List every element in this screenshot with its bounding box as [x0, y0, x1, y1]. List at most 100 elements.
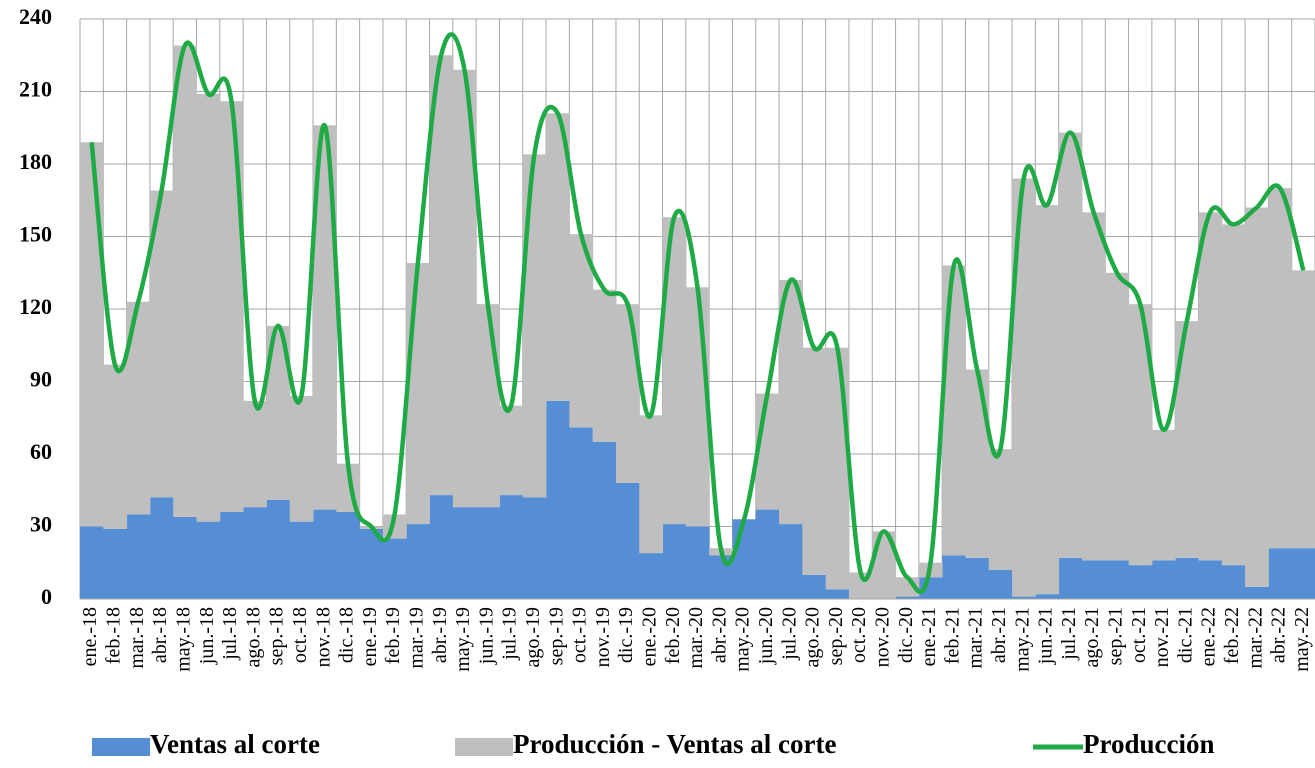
- bar: [173, 45, 198, 517]
- x-tick-label: oct.-20: [848, 607, 870, 663]
- bars: [80, 45, 1315, 599]
- bar: [1035, 205, 1060, 595]
- x-tick-label: feb.-20: [662, 607, 684, 664]
- bar: [313, 125, 337, 510]
- bar: [546, 400, 570, 599]
- bar: [1058, 132, 1083, 558]
- bar: [103, 364, 128, 529]
- x-tick-label: nov.-20: [872, 607, 894, 667]
- bar: [499, 495, 524, 599]
- x-tick-label: sep.-21: [1105, 607, 1127, 665]
- bar: [592, 441, 617, 599]
- y-tick-label: 120: [19, 294, 52, 319]
- x-tick-label: sep.-20: [825, 607, 847, 665]
- bar: [615, 483, 640, 599]
- x-tick-label: dic.-19: [615, 607, 637, 663]
- x-tick-label: jul.-19: [499, 607, 521, 661]
- y-tick-label: 150: [19, 222, 52, 247]
- y-tick-label: 90: [30, 367, 52, 392]
- y-tick-label: 30: [30, 512, 52, 537]
- bar: [126, 514, 151, 599]
- x-tick-label: feb.-19: [382, 607, 404, 664]
- bar: [522, 497, 547, 599]
- bar: [639, 553, 664, 599]
- x-tick-label: mar.-20: [685, 607, 707, 669]
- x-tick-label: mar.-18: [126, 607, 148, 669]
- x-tick-label: oct.-19: [569, 607, 591, 663]
- bar: [289, 521, 314, 599]
- x-tick-label: jul.-20: [778, 607, 800, 661]
- y-tick-label: 180: [19, 149, 52, 174]
- bar: [452, 507, 477, 599]
- x-tick-label: ago.-18: [242, 607, 264, 668]
- x-tick-label: nov.-18: [312, 607, 334, 667]
- x-tick-label: abr.-18: [149, 607, 171, 663]
- bar: [942, 265, 966, 556]
- legend-swatch: [455, 738, 513, 756]
- bar: [266, 499, 291, 599]
- legend-label: Producción - Ventas al corte: [513, 729, 836, 759]
- bar: [895, 596, 920, 599]
- x-tick-label: abr.-21: [988, 607, 1010, 663]
- bar: [1245, 586, 1269, 599]
- bar: [1198, 212, 1223, 561]
- bar: [149, 190, 174, 498]
- bar: [965, 557, 990, 599]
- bar: [988, 570, 1013, 599]
- x-tick-label: sep.-18: [266, 607, 288, 665]
- bar: [1291, 270, 1315, 549]
- bar: [1198, 560, 1223, 599]
- x-tick-label: abr.-19: [429, 607, 451, 663]
- bar: [243, 507, 267, 599]
- bar: [662, 217, 687, 525]
- bar: [219, 512, 244, 599]
- bar: [406, 263, 431, 525]
- x-tick-label: may.-21: [1011, 607, 1033, 672]
- bar: [546, 113, 570, 401]
- bar: [429, 495, 454, 599]
- x-tick-label: may.-19: [452, 607, 474, 672]
- x-tick-label: jun.-18: [196, 607, 218, 665]
- x-tick-label: feb.-18: [103, 607, 125, 664]
- bar: [802, 574, 827, 599]
- x-tick-label: dic.-21: [1174, 607, 1196, 663]
- bar: [1175, 557, 1199, 599]
- bar: [80, 526, 104, 599]
- x-tick-label: jun.-21: [1035, 607, 1057, 665]
- x-tick-label: may.-18: [172, 607, 194, 672]
- bar: [359, 528, 384, 599]
- y-tick-label: 240: [19, 4, 52, 29]
- x-tick-label: abr.-20: [708, 607, 730, 663]
- bar: [1035, 594, 1060, 599]
- x-tick-label: feb.-21: [941, 607, 963, 664]
- bar: [1245, 207, 1269, 587]
- bar: [452, 69, 477, 508]
- bar: [1268, 548, 1293, 599]
- bar: [313, 509, 337, 599]
- bar: [266, 325, 291, 500]
- x-tick-label: ene.-21: [918, 607, 940, 666]
- bar: [476, 304, 500, 508]
- bar: [639, 415, 664, 554]
- bar: [126, 301, 151, 515]
- bar: [382, 538, 407, 599]
- bar: [219, 101, 244, 513]
- bar: [1151, 560, 1176, 599]
- bar: [149, 497, 174, 599]
- bar: [243, 400, 267, 508]
- line: [89, 32, 1306, 595]
- bar: [965, 369, 990, 558]
- bar: [1105, 560, 1130, 599]
- bar: [1128, 565, 1153, 599]
- x-tick-label: oct.-21: [1128, 607, 1150, 663]
- x-tick-label: mar.-21: [965, 607, 987, 669]
- x-tick-label: may.-22: [1291, 607, 1313, 672]
- x-tick-label: feb.-22: [1221, 607, 1243, 664]
- bar: [988, 449, 1013, 570]
- legend-swatch: [92, 738, 150, 756]
- x-tick-label: ene.-19: [359, 607, 381, 666]
- bar: [1151, 429, 1176, 561]
- x-tick-label: ago.-19: [522, 607, 544, 668]
- legend-label: Producción: [1083, 729, 1215, 759]
- bar: [1081, 560, 1106, 599]
